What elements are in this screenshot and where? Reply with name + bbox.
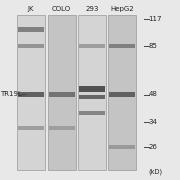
Bar xyxy=(109,92,135,97)
Text: 293: 293 xyxy=(86,6,99,12)
Bar xyxy=(79,111,105,115)
Bar xyxy=(108,15,136,170)
Bar xyxy=(18,27,44,32)
Bar xyxy=(79,95,105,99)
Bar xyxy=(109,44,135,48)
Text: 34: 34 xyxy=(148,118,157,125)
Bar xyxy=(109,145,135,148)
Bar xyxy=(48,15,76,170)
Text: (kD): (kD) xyxy=(149,169,163,175)
Bar xyxy=(18,44,44,48)
Text: TR19L--: TR19L-- xyxy=(0,91,27,98)
Bar xyxy=(18,126,44,130)
Text: JK: JK xyxy=(28,6,34,12)
Bar xyxy=(49,126,75,130)
Bar xyxy=(17,15,45,170)
Text: 48: 48 xyxy=(148,91,157,98)
Text: COLO: COLO xyxy=(52,6,71,12)
Text: HepG2: HepG2 xyxy=(110,6,134,12)
Bar xyxy=(79,86,105,92)
Bar xyxy=(49,92,75,97)
Bar xyxy=(78,15,106,170)
Text: 117: 117 xyxy=(148,16,162,22)
Text: 85: 85 xyxy=(148,43,157,49)
Bar xyxy=(18,92,44,97)
Bar xyxy=(79,44,105,48)
Text: 26: 26 xyxy=(148,144,157,150)
